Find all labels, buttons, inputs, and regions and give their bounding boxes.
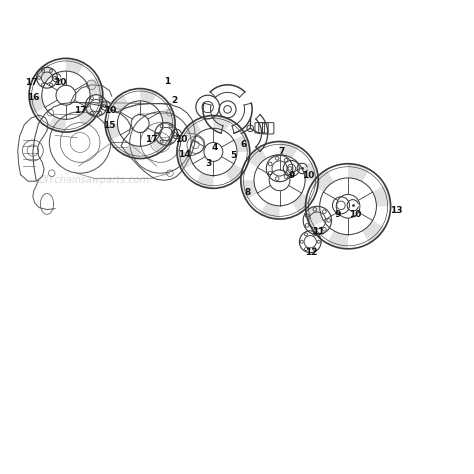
Text: 17: 17 <box>25 78 37 87</box>
Polygon shape <box>87 77 103 95</box>
Text: 9: 9 <box>334 210 340 219</box>
Polygon shape <box>348 164 369 182</box>
Text: 10: 10 <box>54 78 66 87</box>
Polygon shape <box>47 116 66 132</box>
Text: 11: 11 <box>312 227 325 236</box>
Text: 10: 10 <box>175 135 187 144</box>
Text: 16: 16 <box>27 92 40 101</box>
Text: DIYchainsawparts.com: DIYchainsawparts.com <box>38 175 150 185</box>
Polygon shape <box>234 134 250 152</box>
Polygon shape <box>140 89 157 104</box>
Polygon shape <box>260 202 280 219</box>
Polygon shape <box>362 220 385 243</box>
Text: 14: 14 <box>178 150 191 159</box>
Polygon shape <box>78 107 98 127</box>
Text: 15: 15 <box>103 121 116 130</box>
Polygon shape <box>292 193 313 214</box>
Text: 3: 3 <box>206 159 212 168</box>
Text: 12: 12 <box>305 247 318 256</box>
Text: 17: 17 <box>74 106 86 115</box>
Text: 5: 5 <box>230 151 237 160</box>
Text: 1: 1 <box>164 76 171 85</box>
Text: 7: 7 <box>278 147 284 156</box>
Polygon shape <box>241 180 257 200</box>
Polygon shape <box>195 173 213 188</box>
Text: 6: 6 <box>241 140 247 149</box>
Polygon shape <box>301 161 318 180</box>
Polygon shape <box>327 231 348 249</box>
Polygon shape <box>246 147 267 167</box>
Polygon shape <box>311 169 334 192</box>
Polygon shape <box>160 106 175 124</box>
Polygon shape <box>123 143 140 158</box>
Text: 10: 10 <box>349 210 361 219</box>
Text: 8: 8 <box>244 188 251 197</box>
Polygon shape <box>213 116 232 131</box>
Text: 13: 13 <box>391 206 403 215</box>
Polygon shape <box>66 58 84 74</box>
Polygon shape <box>34 64 54 83</box>
Polygon shape <box>280 142 299 158</box>
Text: 2: 2 <box>172 96 178 105</box>
Text: 10: 10 <box>104 106 117 115</box>
Polygon shape <box>152 135 170 154</box>
Polygon shape <box>29 95 45 114</box>
Polygon shape <box>182 120 201 140</box>
Polygon shape <box>306 206 324 228</box>
Polygon shape <box>177 152 193 170</box>
Polygon shape <box>110 93 129 112</box>
Text: 4: 4 <box>211 143 218 152</box>
Polygon shape <box>225 164 245 183</box>
Polygon shape <box>105 124 120 141</box>
Text: 10: 10 <box>302 171 314 180</box>
Text: 9: 9 <box>289 171 295 180</box>
Text: 17: 17 <box>145 135 157 144</box>
Polygon shape <box>373 185 391 206</box>
